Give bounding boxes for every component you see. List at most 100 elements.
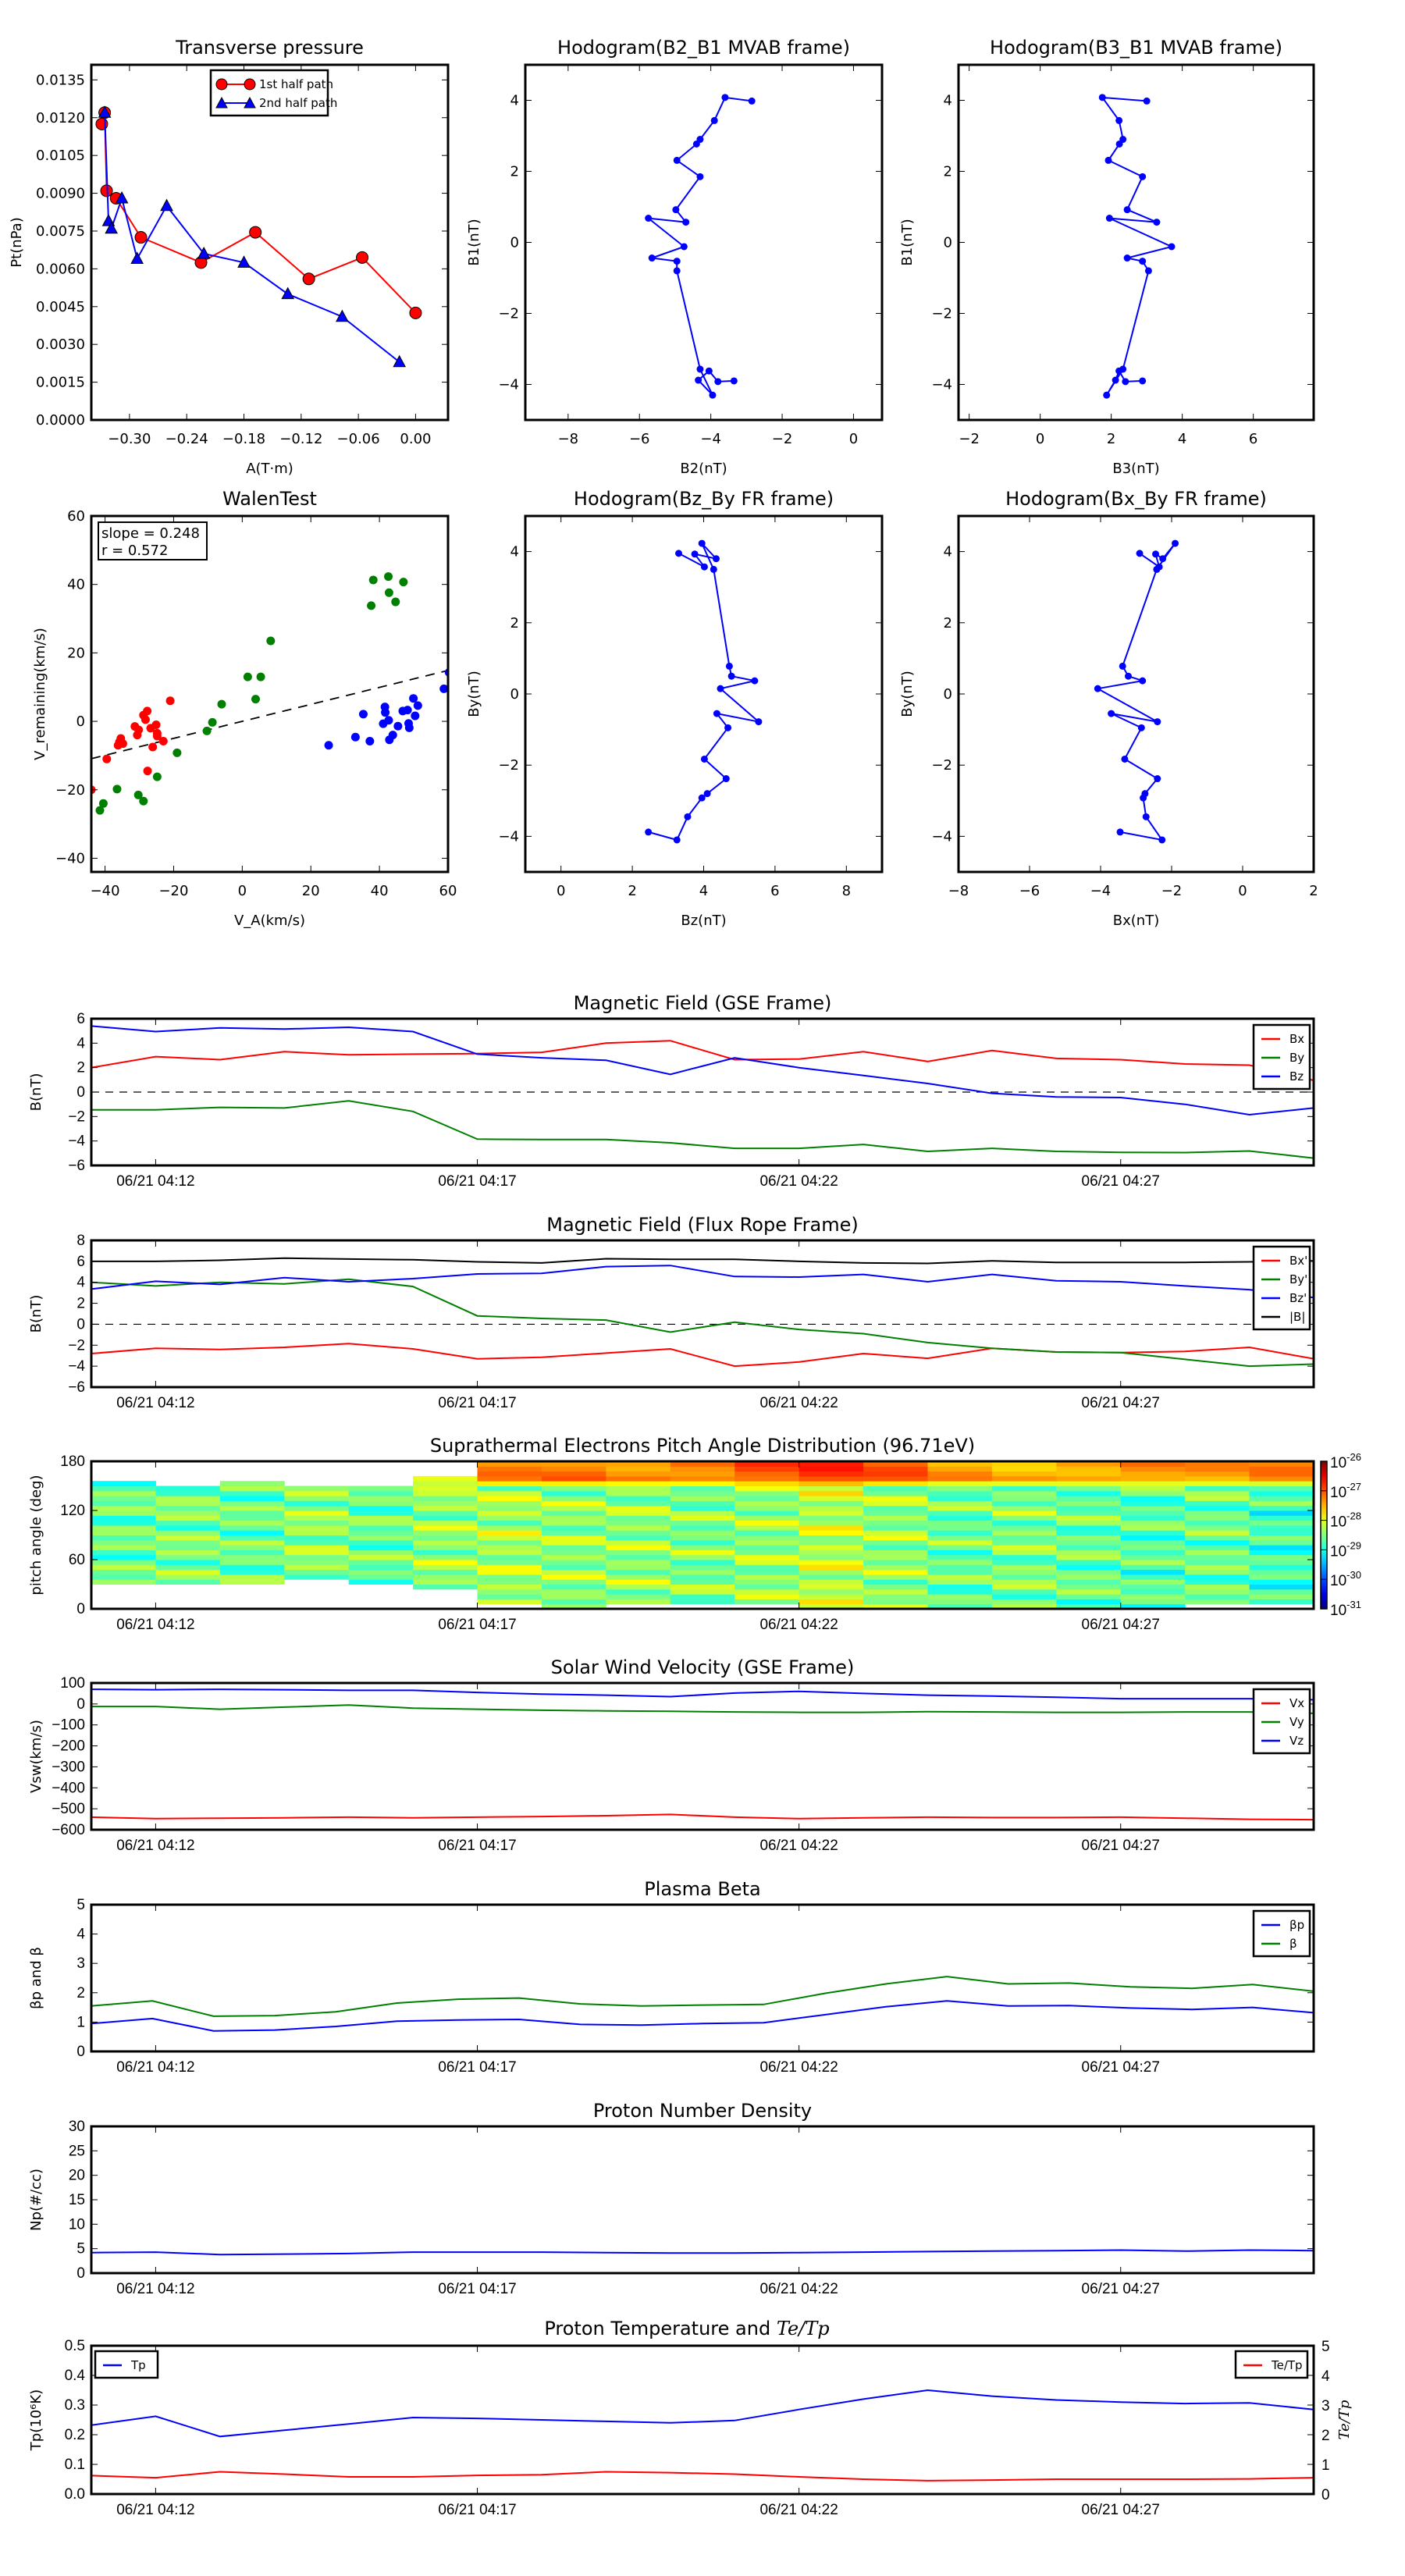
heatmap-cell — [541, 1550, 606, 1556]
heatmap-cell — [348, 1560, 414, 1565]
scatter-point — [112, 785, 122, 794]
heatmap-cell — [606, 1481, 671, 1486]
chart-title: Magnetic Field (Flux Rope Frame) — [546, 1214, 858, 1236]
colorbar-base: 10 — [1330, 1485, 1346, 1501]
x-tick-label: 2 — [1107, 431, 1115, 447]
heatmap-cell — [735, 1471, 800, 1477]
heatmap-cell — [155, 1520, 221, 1526]
data-point — [710, 116, 718, 124]
heatmap-cell — [284, 1574, 350, 1580]
x-tick-label: 06/21 04:22 — [759, 1395, 838, 1411]
heatmap-cell — [991, 1594, 1057, 1599]
heatmap-cell — [863, 1550, 928, 1556]
y-axis-label: B1(nT) — [466, 219, 482, 265]
data-point — [724, 724, 732, 731]
data-point — [751, 677, 759, 685]
data-point — [1112, 376, 1119, 384]
heatmap-cell — [477, 1471, 542, 1477]
plot-area — [91, 572, 448, 815]
data-point — [1158, 836, 1166, 844]
heatmap-cell — [541, 1539, 606, 1546]
heatmap-cell — [413, 1530, 478, 1535]
heatmap-cell — [670, 1545, 735, 1550]
heatmap-cell — [91, 1550, 156, 1556]
heatmap-cell — [155, 1564, 221, 1571]
legend-label: Bx' — [1289, 1254, 1307, 1268]
annotation-box — [98, 521, 208, 560]
heatmap-cell — [1185, 1564, 1250, 1571]
y-tick-label: 6 — [76, 1011, 85, 1027]
heatmap-cell — [477, 1554, 542, 1560]
y-tick-label: 0 — [76, 1084, 85, 1101]
x-tick-label: 06/21 04:12 — [116, 1838, 194, 1854]
y-tick-label: 4 — [510, 544, 519, 560]
heatmap-cell — [799, 1530, 864, 1535]
y-tick-label: 120 — [60, 1503, 85, 1519]
colorbar-base: 10 — [1330, 1514, 1346, 1531]
chart-pt: Transverse pressure 0.0000 0.0015 0.0030 0.0… — [9, 37, 450, 477]
scatter-point — [134, 725, 144, 735]
heatmap-cell — [348, 1545, 414, 1550]
heatmap-cell — [1185, 1574, 1250, 1580]
heatmap-cell — [799, 1520, 864, 1526]
heatmap-cell — [1120, 1584, 1186, 1590]
scatter-point — [165, 696, 175, 706]
heatmap-cell — [606, 1510, 671, 1516]
heatmap-cell — [348, 1505, 414, 1511]
heatmap-cell — [284, 1505, 350, 1511]
heatmap-cell — [1249, 1539, 1314, 1546]
heatmap-cell — [219, 1490, 285, 1496]
heatmap-cell — [863, 1584, 928, 1590]
heatmap-cell — [91, 1525, 156, 1531]
right-y-tick-label: 2 — [1321, 2428, 1330, 2444]
heatmap-cell — [670, 1496, 735, 1501]
heatmap-cell — [927, 1500, 993, 1507]
heatmap-cell — [1056, 1481, 1122, 1486]
y-tick-label: 3 — [76, 1955, 85, 1972]
heatmap-cell — [799, 1490, 864, 1496]
legend-label: Tp — [130, 2358, 146, 2372]
heatmap-cell — [284, 1545, 350, 1550]
heatmap-cell — [1056, 1569, 1122, 1575]
heatmap-cell — [670, 1525, 735, 1531]
heatmap-cell — [1120, 1485, 1186, 1492]
colorbar-label: 10-31 — [1330, 1599, 1361, 1619]
heatmap-cell — [991, 1569, 1057, 1575]
heatmap-cell — [735, 1515, 800, 1521]
legend-label: By' — [1289, 1272, 1307, 1286]
chart-pad: Suprathermal Electrons Pitch Angle Distr… — [28, 1435, 1361, 1633]
y-tick-label: 40 — [67, 577, 85, 593]
heatmap-cell — [1056, 1603, 1122, 1609]
legend-label: Bx — [1289, 1032, 1304, 1046]
heatmap-cell — [1120, 1535, 1186, 1541]
data-point — [698, 794, 706, 802]
y-tick-label: 0 — [76, 2044, 85, 2060]
colorbar-exponent: -31 — [1346, 1599, 1361, 1610]
heatmap-cell — [1120, 1520, 1186, 1526]
heatmap-cell — [863, 1475, 928, 1482]
y-tick-label: 2 — [510, 615, 519, 632]
heatmap-cell — [735, 1510, 800, 1516]
fit-line — [91, 669, 448, 760]
x-tick-label: 06/21 04:22 — [759, 2502, 838, 2518]
legend: Tp — [94, 2350, 159, 2379]
heatmap-cell — [1185, 1510, 1250, 1516]
heatmap-cell — [927, 1481, 993, 1486]
heatmap-cell — [863, 1554, 928, 1560]
heatmap-cell — [413, 1535, 478, 1541]
chart-vel: Solar Wind Velocity (GSE Frame) −600 −500 −… — [28, 1656, 1315, 1854]
y-tick-label: −2 — [931, 757, 952, 774]
chart-h31: Hodogram(B3_B1 MVAB frame) −4 −2 0 2 4 −2 0 2 4 6 B… — [899, 37, 1315, 477]
heatmap-cell — [1120, 1550, 1186, 1556]
heatmap-cell — [1249, 1584, 1314, 1590]
heatmap-cell — [670, 1574, 735, 1580]
heatmap-cell — [1249, 1515, 1314, 1521]
heatmap-cell — [477, 1574, 542, 1580]
x-tick-label: 8 — [842, 883, 851, 899]
heatmap-cell — [991, 1490, 1057, 1496]
scatter-point — [133, 790, 143, 799]
heatmap-cell — [155, 1574, 221, 1580]
heatmap-cell — [1120, 1545, 1186, 1550]
x-tick-label: −40 — [91, 883, 120, 899]
scatter-point — [208, 717, 217, 727]
